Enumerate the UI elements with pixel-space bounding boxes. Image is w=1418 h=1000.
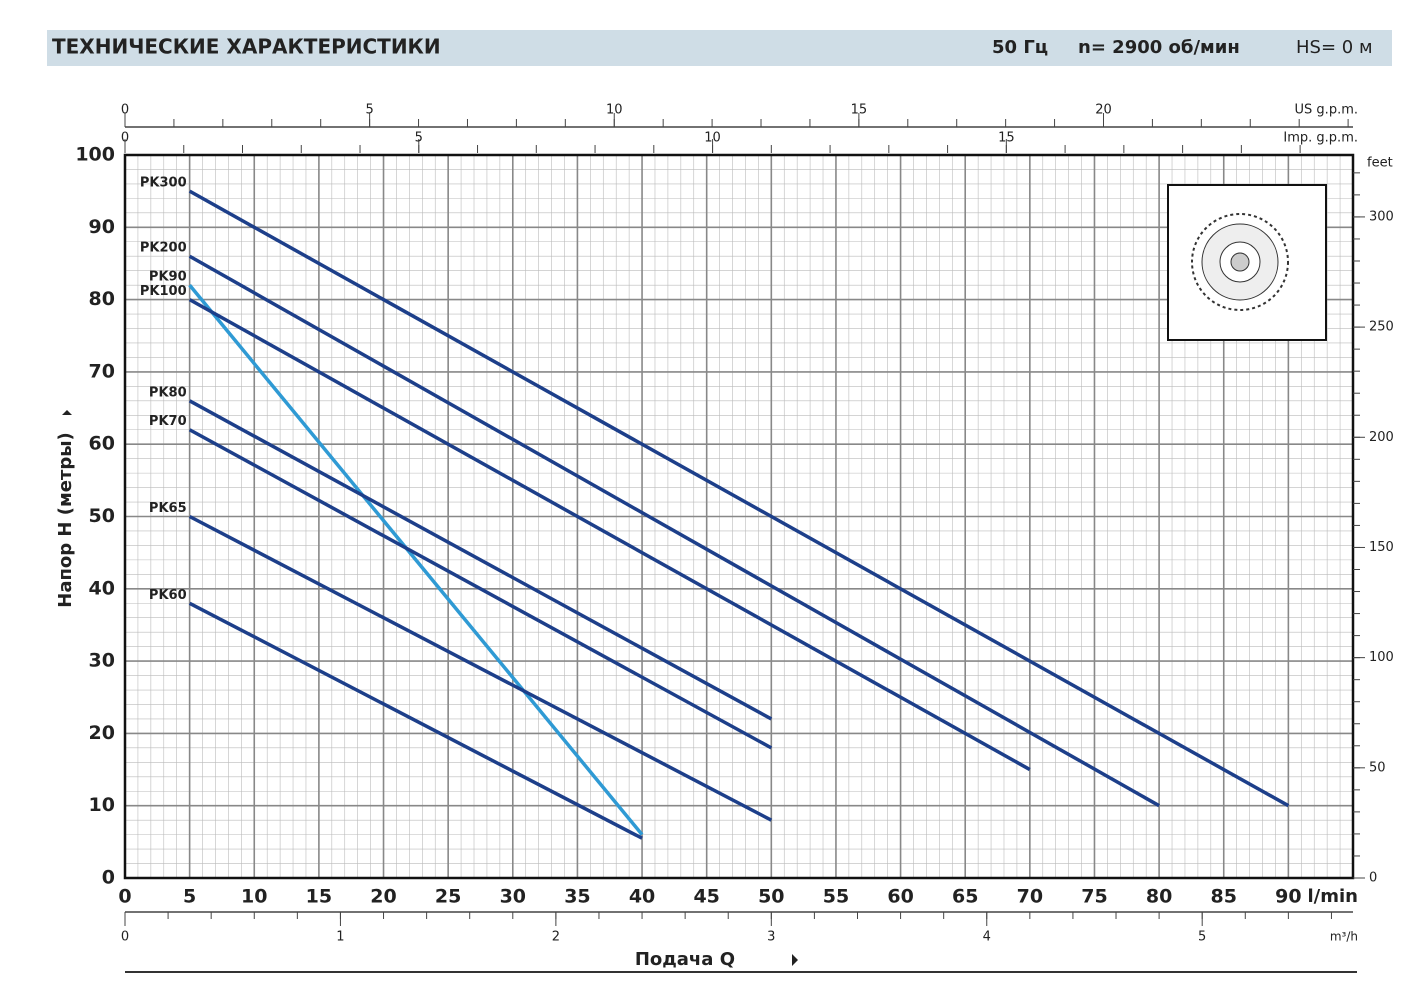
header-band bbox=[47, 30, 1392, 66]
tick-label: 0 bbox=[1369, 871, 1377, 886]
x-tick-label: 10 bbox=[241, 886, 267, 908]
x-tick-label: 55 bbox=[823, 886, 849, 908]
tick-label: 0 bbox=[121, 930, 129, 945]
tick-label: 4 bbox=[983, 930, 991, 945]
tick-label: 5 bbox=[365, 103, 373, 118]
x-tick-label: 5 bbox=[183, 886, 196, 908]
plot: 0 5 10 15 20 25 30 35 40 45 50 55 60 65 70 75 80 85 900102… bbox=[75, 103, 1394, 945]
tick-label: 200 bbox=[1369, 430, 1394, 445]
x-tick-label: 70 bbox=[1017, 886, 1043, 908]
pump-curve bbox=[188, 428, 773, 750]
x-tick-label: 75 bbox=[1081, 886, 1107, 908]
x-tick-label: 60 bbox=[887, 886, 913, 908]
tick-label: 250 bbox=[1369, 320, 1394, 335]
axis-unit: Imp. g.p.m. bbox=[1283, 131, 1358, 146]
tick-label: 300 bbox=[1369, 209, 1394, 224]
x-tick-label: 30 bbox=[500, 886, 526, 908]
curve-label: PK60 bbox=[149, 588, 187, 603]
y-tick-label: 70 bbox=[89, 360, 115, 382]
curve-label: PK80 bbox=[149, 385, 187, 400]
x-unit: l/min bbox=[1308, 886, 1358, 907]
y-tick-label: 90 bbox=[89, 216, 115, 238]
tick-label: 1 bbox=[336, 930, 344, 945]
y-axis-title: Напор H (метры) bbox=[55, 432, 76, 607]
axis-unit: feet bbox=[1367, 156, 1393, 171]
curve-label: PK70 bbox=[149, 414, 187, 429]
pump-curve bbox=[188, 298, 1031, 772]
tick-label: 20 bbox=[1095, 103, 1112, 118]
header-speed: n= 2900 об/мин bbox=[1078, 37, 1240, 58]
curve-label: PK100 bbox=[140, 284, 187, 299]
tick-label: 10 bbox=[606, 103, 623, 118]
x-tick-label: 0 bbox=[118, 886, 131, 908]
pump-curve bbox=[188, 601, 643, 840]
x-tick-label: 20 bbox=[370, 886, 396, 908]
tick-label: 5 bbox=[1198, 930, 1206, 945]
header-frequency: 50 Гц bbox=[992, 37, 1048, 58]
header-title: ТЕХНИЧЕСКИЕ ХАРАКТЕРИСТИКИ bbox=[52, 35, 441, 59]
x-tick-label: 85 bbox=[1211, 886, 1237, 908]
tick-label: 10 bbox=[704, 131, 721, 146]
tick-label: 100 bbox=[1369, 650, 1394, 665]
y-tick-label: 30 bbox=[89, 650, 115, 672]
pump-curve bbox=[188, 254, 1160, 808]
tick-label: 2 bbox=[552, 930, 560, 945]
y-tick-label: 20 bbox=[89, 722, 115, 744]
arrow bbox=[792, 954, 798, 966]
tick-label: 0 bbox=[121, 131, 129, 146]
x-tick-label: 40 bbox=[629, 886, 655, 908]
axis-unit: US g.p.m. bbox=[1295, 103, 1358, 118]
plot-frame bbox=[123, 153, 1355, 880]
tick-label: 15 bbox=[998, 131, 1015, 146]
x-tick-label: 25 bbox=[435, 886, 461, 908]
x-axis-title: Подача Q bbox=[635, 949, 735, 970]
curve-label: PK90 bbox=[149, 270, 187, 285]
tick-label: 0 bbox=[121, 103, 129, 118]
tick-label: 5 bbox=[415, 131, 423, 146]
x-tick-label: 45 bbox=[693, 886, 719, 908]
header-suction: HS= 0 м bbox=[1296, 37, 1373, 58]
curve-label: PK200 bbox=[140, 241, 187, 256]
arrow bbox=[62, 410, 72, 415]
y-tick-label: 0 bbox=[102, 867, 115, 889]
pump-curve bbox=[188, 399, 773, 721]
impeller-image bbox=[1167, 184, 1327, 341]
y-tick-label: 80 bbox=[89, 288, 115, 310]
tick-label: 3 bbox=[767, 930, 775, 945]
tick-label: 50 bbox=[1369, 760, 1386, 775]
y-tick-label: 50 bbox=[89, 505, 115, 527]
x-tick-label: 50 bbox=[758, 886, 784, 908]
y-tick-label: 60 bbox=[89, 433, 115, 455]
y-tick-label: 40 bbox=[89, 577, 115, 599]
axis-unit: m³/h bbox=[1330, 930, 1358, 944]
x-tick-label: 90 bbox=[1275, 886, 1301, 908]
x-tick-label: 65 bbox=[952, 886, 978, 908]
x-tick-label: 15 bbox=[306, 886, 332, 908]
y-tick-label: 100 bbox=[75, 144, 115, 166]
x-tick-label: 35 bbox=[564, 886, 590, 908]
tick-label: 15 bbox=[851, 103, 868, 118]
x-tick-label: 80 bbox=[1146, 886, 1172, 908]
curve-label: PK300 bbox=[140, 176, 187, 191]
tick-label: 150 bbox=[1369, 540, 1394, 555]
pump-curve bbox=[188, 284, 644, 836]
curve-label: PK65 bbox=[149, 501, 187, 516]
y-tick-label: 10 bbox=[89, 794, 115, 816]
pump-curve bbox=[188, 189, 1290, 808]
pump-curve bbox=[188, 514, 773, 822]
